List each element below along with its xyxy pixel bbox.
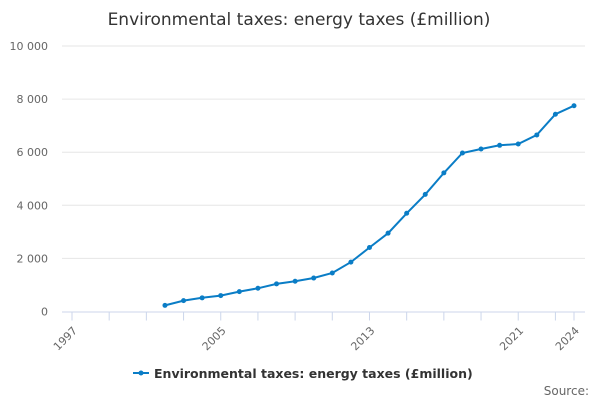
data-point bbox=[199, 295, 205, 301]
data-point bbox=[274, 281, 280, 287]
data-point bbox=[478, 146, 484, 152]
data-point bbox=[459, 150, 465, 156]
data-point bbox=[422, 191, 428, 197]
x-tick-label: 2021 bbox=[497, 324, 526, 353]
data-point bbox=[385, 230, 391, 236]
x-tick-label: 2005 bbox=[200, 324, 229, 353]
credits[interactable]: Source: bbox=[544, 384, 589, 398]
y-tick-label: 10 000 bbox=[10, 40, 49, 53]
y-tick-label: 0 bbox=[41, 306, 48, 319]
y-tick-label: 2 000 bbox=[17, 252, 49, 265]
legend-label: Environmental taxes: energy taxes (£mill… bbox=[154, 366, 473, 381]
data-point bbox=[552, 111, 558, 117]
x-tick-label: 2024 bbox=[553, 324, 582, 353]
y-tick-label: 6 000 bbox=[17, 146, 49, 159]
data-point bbox=[292, 278, 298, 284]
data-point bbox=[255, 285, 261, 291]
data-point bbox=[218, 293, 224, 299]
data-point bbox=[571, 103, 577, 109]
x-tick-label: 2013 bbox=[348, 324, 377, 353]
data-point bbox=[311, 275, 317, 281]
data-point bbox=[441, 170, 447, 176]
x-tick-label: 1997 bbox=[51, 324, 80, 353]
data-point bbox=[497, 142, 503, 148]
data-point bbox=[181, 298, 187, 304]
data-point bbox=[348, 259, 354, 265]
data-point bbox=[404, 210, 410, 216]
chart-title: Environmental taxes: energy taxes (£mill… bbox=[108, 10, 491, 30]
data-point bbox=[366, 245, 372, 251]
y-tick-label: 4 000 bbox=[17, 199, 49, 212]
legend-item[interactable]: Environmental taxes: energy taxes (£mill… bbox=[133, 366, 473, 381]
data-point bbox=[236, 289, 242, 295]
data-point bbox=[534, 132, 540, 138]
y-tick-label: 8 000 bbox=[17, 93, 49, 106]
data-point bbox=[162, 302, 168, 308]
data-point bbox=[329, 270, 335, 276]
data-point bbox=[515, 141, 521, 147]
legend-marker bbox=[138, 370, 144, 376]
